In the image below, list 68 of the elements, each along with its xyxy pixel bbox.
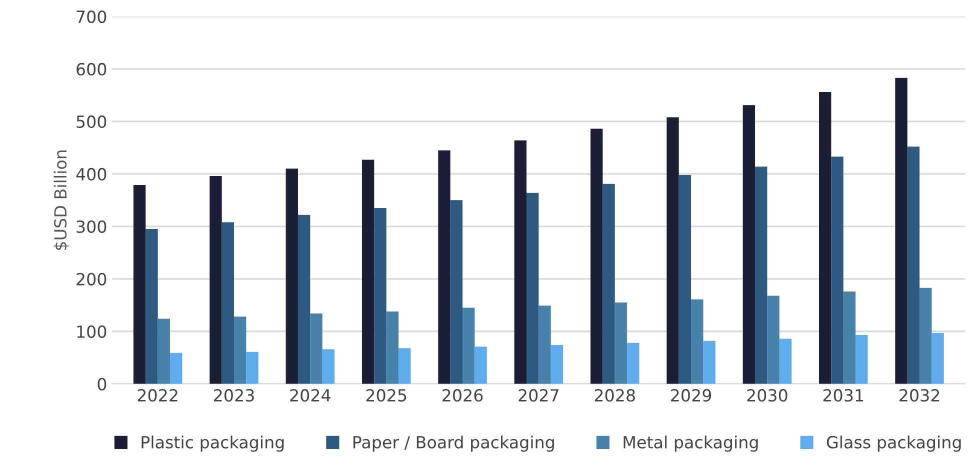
bar	[450, 200, 463, 384]
bar	[907, 146, 920, 384]
bar	[462, 308, 475, 384]
x-tick-label: 2022	[138, 389, 178, 402]
bar	[602, 184, 615, 384]
bar	[222, 222, 234, 384]
bar	[550, 345, 564, 384]
y-tick-label: 500	[76, 115, 106, 128]
bar	[298, 214, 310, 384]
x-tick-label: 2023	[214, 389, 254, 402]
bar	[474, 346, 487, 384]
bar	[703, 340, 716, 384]
bar	[322, 349, 335, 384]
bar	[133, 184, 146, 384]
x-tick-label: 2032	[900, 389, 940, 402]
y-tick-label: 100	[77, 325, 106, 338]
bar	[286, 168, 298, 384]
bar	[755, 166, 768, 384]
y-tick-label: 600	[76, 62, 106, 76]
x-tick-label: 2027	[518, 389, 558, 402]
bar	[831, 156, 844, 384]
bar	[856, 335, 868, 384]
bar	[666, 117, 679, 384]
y-tick-label: 0	[98, 378, 106, 390]
x-tick-label: 2024	[290, 389, 330, 402]
bar	[627, 342, 640, 384]
x-tick-label: 2030	[747, 389, 788, 402]
legend-label: Glass packaging	[826, 436, 961, 452]
bar	[691, 299, 704, 384]
bar	[310, 314, 322, 384]
y-tick-label: 200	[76, 272, 106, 286]
bar	[538, 306, 551, 384]
bar	[779, 338, 792, 384]
bar	[895, 78, 908, 384]
bar	[526, 192, 539, 384]
bar	[742, 105, 756, 384]
bar	[374, 208, 386, 384]
bar	[920, 288, 932, 384]
bar	[210, 176, 222, 384]
x-tick-label: 2029	[671, 389, 712, 402]
bar	[234, 316, 246, 384]
bar	[246, 352, 258, 384]
legend-label: Paper / Board packaging	[353, 436, 554, 452]
bar	[819, 92, 832, 384]
bar	[843, 291, 856, 384]
bar	[614, 302, 628, 384]
y-tick-label: 400	[76, 168, 106, 181]
x-tick-label: 2026	[442, 389, 483, 402]
bar	[932, 332, 944, 384]
y-axis-title: $USD Billion	[54, 150, 69, 250]
x-tick-label: 2025	[366, 389, 406, 402]
bar	[767, 296, 780, 384]
y-tick-label: 700	[76, 10, 106, 24]
bar	[514, 140, 526, 384]
bar	[590, 128, 603, 384]
x-tick-label: 2031	[823, 389, 864, 402]
bar	[362, 160, 374, 384]
bar	[438, 150, 450, 384]
bar	[146, 229, 158, 384]
x-tick-label: 2028	[594, 389, 635, 402]
bar	[386, 311, 399, 384]
legend-label: Metal packaging	[624, 436, 758, 452]
y-tick-label: 300	[76, 220, 106, 233]
bar	[158, 318, 170, 384]
bar	[398, 348, 411, 384]
legend-label: Plastic packaging	[142, 436, 284, 452]
bar	[678, 174, 692, 384]
bar	[170, 352, 182, 384]
